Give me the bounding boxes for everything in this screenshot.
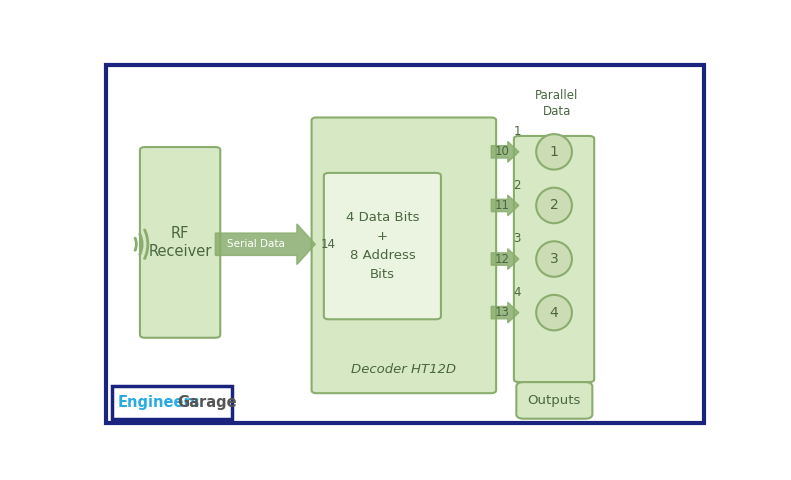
FancyBboxPatch shape — [514, 136, 594, 382]
Text: 12: 12 — [495, 252, 510, 265]
Text: 11: 11 — [495, 199, 510, 212]
Text: 3: 3 — [513, 232, 521, 245]
Text: Garage: Garage — [177, 395, 237, 410]
Polygon shape — [491, 142, 519, 162]
Text: RF
Receiver: RF Receiver — [149, 226, 212, 259]
Text: 4: 4 — [550, 306, 558, 320]
Text: 4 Data Bits
+
8 Address
Bits: 4 Data Bits + 8 Address Bits — [346, 211, 419, 281]
FancyBboxPatch shape — [324, 173, 441, 319]
Text: Decoder HT12D: Decoder HT12D — [351, 363, 456, 376]
Text: Engineers: Engineers — [117, 395, 200, 410]
Text: 2: 2 — [513, 179, 521, 192]
Text: 1: 1 — [513, 125, 521, 138]
FancyBboxPatch shape — [517, 382, 592, 419]
FancyBboxPatch shape — [312, 118, 496, 393]
Text: 10: 10 — [495, 145, 509, 158]
Text: 1: 1 — [550, 145, 558, 159]
Text: 14: 14 — [320, 238, 335, 251]
Text: 4: 4 — [513, 286, 521, 299]
Ellipse shape — [536, 188, 572, 223]
Text: Serial Data: Serial Data — [227, 239, 285, 249]
Polygon shape — [491, 302, 519, 323]
FancyBboxPatch shape — [112, 386, 232, 419]
Text: 2: 2 — [550, 198, 558, 213]
Ellipse shape — [536, 295, 572, 330]
FancyBboxPatch shape — [140, 147, 220, 338]
Text: Parallel
Data: Parallel Data — [536, 89, 578, 118]
FancyBboxPatch shape — [106, 65, 704, 423]
Text: 13: 13 — [495, 306, 509, 319]
Polygon shape — [215, 224, 316, 264]
Ellipse shape — [536, 241, 572, 277]
Text: Outputs: Outputs — [528, 394, 581, 407]
Ellipse shape — [536, 134, 572, 169]
Polygon shape — [491, 195, 519, 216]
Text: 3: 3 — [550, 252, 558, 266]
Polygon shape — [491, 249, 519, 269]
